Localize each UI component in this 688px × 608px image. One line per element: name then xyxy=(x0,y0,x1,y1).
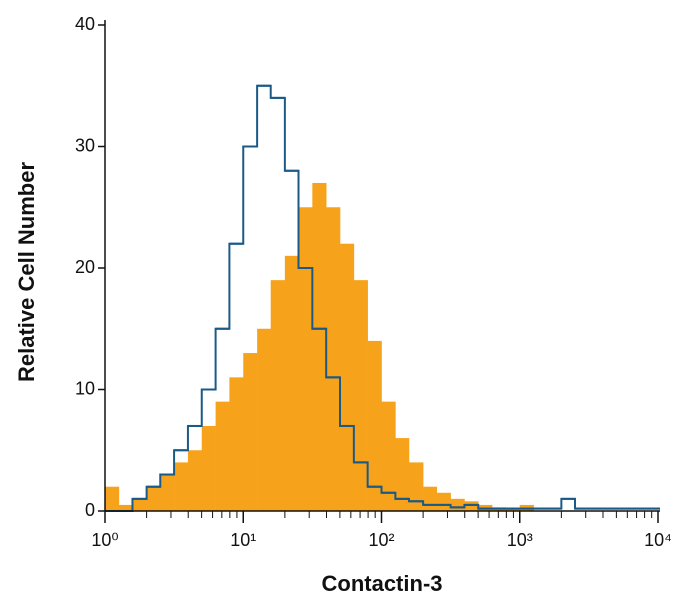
bar xyxy=(367,340,382,511)
bar xyxy=(270,280,286,511)
bar xyxy=(326,207,341,511)
x-tick-label: 10³ xyxy=(507,530,533,550)
bar xyxy=(436,492,451,511)
bar xyxy=(423,486,438,511)
bar xyxy=(105,486,120,511)
x-tick-label: 10¹ xyxy=(230,530,256,550)
bar xyxy=(174,462,189,511)
y-tick-label: 10 xyxy=(75,378,95,398)
bar xyxy=(284,255,299,511)
bar xyxy=(160,474,175,511)
bar xyxy=(229,377,244,511)
bar xyxy=(450,498,465,511)
series xyxy=(105,182,534,511)
x-axis-label: Contactin-3 xyxy=(322,571,443,596)
bar xyxy=(215,401,230,511)
bar xyxy=(243,353,258,511)
y-tick-label: 0 xyxy=(85,500,95,520)
bar xyxy=(353,280,368,511)
series xyxy=(105,84,660,512)
bar xyxy=(201,425,216,511)
step-connector xyxy=(105,84,660,512)
y-tick-label: 30 xyxy=(75,135,95,155)
bar xyxy=(187,450,203,511)
bar xyxy=(146,486,161,511)
y-tick-label: 40 xyxy=(75,14,95,34)
x-tick-label: 10⁰ xyxy=(91,530,118,550)
y-axis-label: Relative Cell Number xyxy=(14,162,39,383)
bar xyxy=(408,462,424,511)
bar xyxy=(118,504,133,511)
bar xyxy=(381,401,396,511)
bar xyxy=(395,438,410,511)
bar xyxy=(340,243,355,511)
y-tick-label: 20 xyxy=(75,257,95,277)
x-tick-label: 10² xyxy=(368,530,394,550)
bar xyxy=(505,508,521,511)
bar xyxy=(298,207,313,511)
x-tick-label: 10⁴ xyxy=(644,530,672,550)
bar xyxy=(132,498,147,511)
bar xyxy=(464,501,479,511)
bar xyxy=(257,328,272,511)
bar xyxy=(312,182,327,511)
